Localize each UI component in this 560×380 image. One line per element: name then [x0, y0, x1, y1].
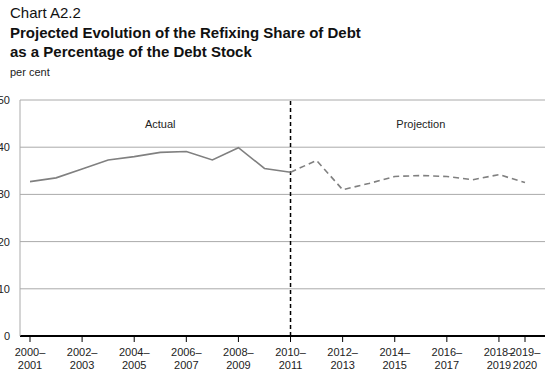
html-text:2019: 2019	[486, 359, 512, 371]
svg-text:2004–2005: 2004–2005	[119, 346, 150, 371]
html-text:2018–: 2018–	[483, 346, 515, 358]
svg-text:2002–2003: 2002–2003	[67, 346, 98, 371]
svg-text:40: 40	[8, 141, 10, 153]
svg-text:30: 30	[8, 188, 10, 200]
svg-text:2019–2020: 2019–2020	[510, 346, 541, 371]
html-text:per cent: per cent	[10, 66, 50, 78]
html-text:Projected Evolution of the Ref: Projected Evolution of the Refixing Shar…	[10, 24, 361, 60]
svg-text:20: 20	[8, 236, 10, 248]
html-text:Chart A2.2: Chart A2.2	[10, 4, 81, 21]
svg-text:2006–2007: 2006–2007	[171, 346, 202, 371]
svg-text:2016–2017: 2016–2017	[432, 346, 463, 371]
svg-text:Projection: Projection	[396, 118, 445, 130]
svg-text:2008–2009: 2008–2009	[223, 346, 254, 371]
svg-text:Actual: Actual	[145, 118, 176, 130]
svg-text:2010–2011: 2010–2011	[275, 346, 306, 371]
svg-text:2000–2001: 2000–2001	[15, 346, 46, 371]
svg-text:50: 50	[8, 94, 10, 106]
svg-text:2014–2015: 2014–2015	[379, 346, 410, 371]
svg-text:10: 10	[8, 283, 10, 295]
svg-text:0: 0	[8, 330, 10, 342]
svg-text:2012–2013: 2012–2013	[327, 346, 358, 371]
